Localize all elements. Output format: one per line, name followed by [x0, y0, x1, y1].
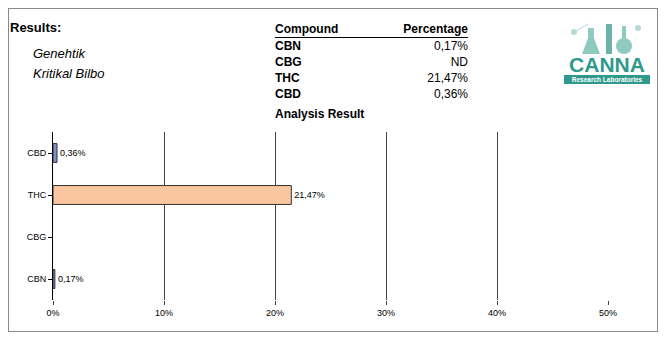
svg-text:50%: 50%: [599, 308, 617, 318]
svg-text:10%: 10%: [155, 308, 173, 318]
html-text:THC: THC: [275, 71, 300, 85]
html-text:Results:: Results:: [10, 20, 62, 35]
svg-text:0,36%: 0,36%: [60, 148, 86, 158]
svg-text:30%: 30%: [377, 308, 395, 318]
svg-text:0,17%: 0,17%: [58, 274, 84, 284]
html-text:0,36%: 0,36%: [434, 87, 468, 101]
html-text:Genehtik: Genehtik: [33, 46, 85, 61]
html-text:Kritikal Bilbo: Kritikal Bilbo: [33, 66, 105, 81]
svg-text:Analysis Result: Analysis Result: [275, 107, 364, 121]
html-text:0,17%: 0,17%: [434, 39, 468, 53]
html-text:CBD: CBD: [275, 87, 301, 101]
svg-text:CBG: CBG: [27, 232, 47, 242]
html-text:ND: ND: [450, 55, 468, 69]
html-text:21,47%: 21,47%: [427, 71, 468, 85]
html-text:CBG: CBG: [275, 55, 302, 69]
svg-text:40%: 40%: [488, 308, 506, 318]
svg-text:0%: 0%: [46, 308, 59, 318]
svg-text:CBN: CBN: [27, 274, 46, 284]
svg-text:21,47%: 21,47%: [294, 190, 325, 200]
svg-text:CBD: CBD: [27, 148, 47, 158]
svg-text:CANNA: CANNA: [569, 53, 645, 76]
svg-text:Research Laboratories: Research Laboratories: [572, 76, 643, 83]
html-text:Compound: Compound: [275, 22, 339, 36]
svg-text:THC: THC: [28, 190, 47, 200]
svg-text:20%: 20%: [266, 308, 284, 318]
html-text:CBN: CBN: [275, 39, 301, 53]
html-text:Percentage: Percentage: [403, 22, 468, 36]
